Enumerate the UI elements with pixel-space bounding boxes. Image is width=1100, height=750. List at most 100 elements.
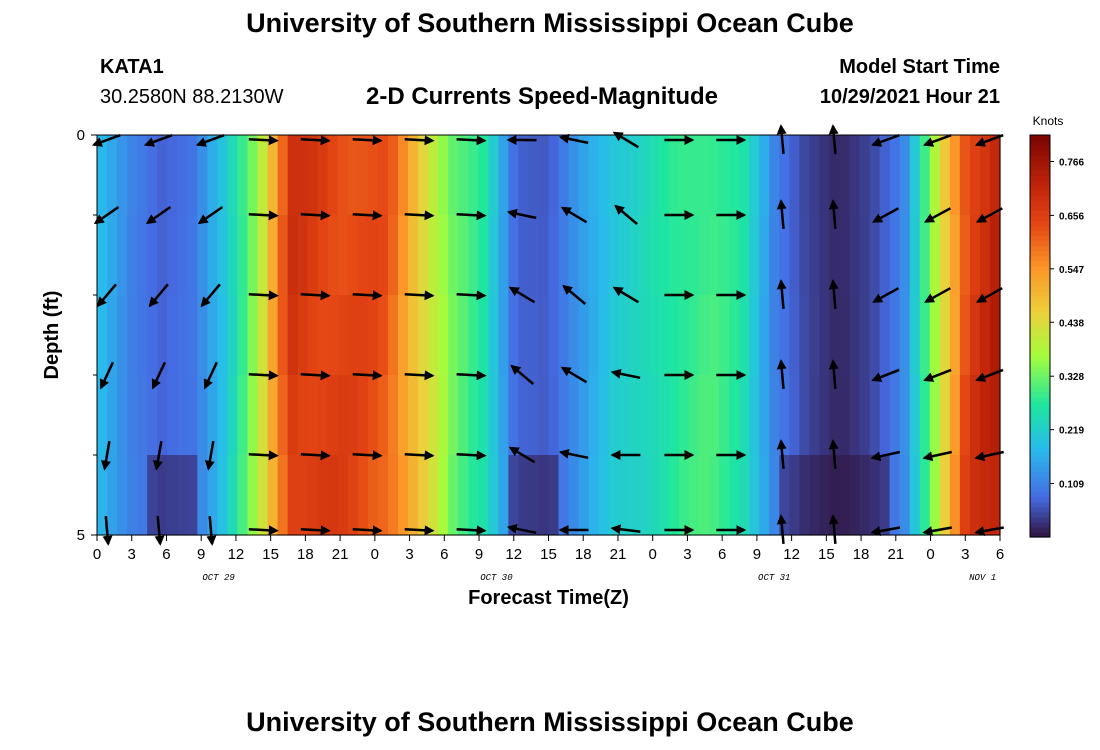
heatmap-cell [548, 455, 560, 536]
current-vector-arrow [456, 290, 487, 301]
heatmap-cell [498, 295, 509, 376]
heatmap-cell [277, 455, 289, 536]
heatmap-cell [97, 455, 108, 536]
heatmap-cell [107, 215, 118, 296]
current-vector-arrow [610, 368, 641, 380]
heatmap-cell [648, 455, 660, 536]
colorbar-segment [1030, 230, 1050, 237]
current-vector-arrow [456, 210, 487, 221]
heatmap-cell [779, 135, 790, 216]
heatmap-cell [468, 455, 479, 536]
x-tick-label: 3 [128, 546, 136, 563]
heatmap-cell [538, 375, 550, 456]
heatmap-cell [418, 375, 429, 456]
heatmap-cell [789, 295, 800, 376]
colorbar-segment [1030, 396, 1050, 402]
heatmap-cell [357, 295, 369, 376]
heatmap-cell [287, 215, 299, 296]
heatmap-cell [357, 455, 369, 536]
heatmap-cell [147, 295, 158, 376]
heatmap-cell [127, 375, 138, 456]
heatmap-cell [739, 215, 750, 296]
heatmap-cell [658, 295, 670, 376]
heatmap-cell [759, 455, 770, 536]
model-start-label: Model Start Time [839, 56, 1000, 78]
current-vector-arrow [352, 210, 383, 221]
heatmap-cell [147, 135, 158, 216]
current-vector-arrow [974, 526, 1005, 536]
heatmap-cell [327, 135, 339, 216]
heatmap-cell [408, 375, 419, 456]
heatmap-cell [277, 375, 289, 456]
heatmap-cell [518, 215, 530, 296]
current-vector-arrow [828, 359, 839, 390]
heatmap-cell [207, 375, 218, 456]
heatmap-cell [899, 135, 911, 216]
current-vector-arrow [776, 359, 787, 390]
heatmap-cell [789, 135, 800, 216]
colorbar-segment [1030, 245, 1050, 252]
heatmap-cell [979, 135, 991, 216]
colorbar-segment [1030, 170, 1050, 176]
heatmap-cell [548, 375, 560, 456]
heatmap-cell [478, 215, 489, 296]
heatmap-cell [127, 215, 138, 296]
heatmap-cell [628, 455, 640, 536]
current-vector-arrow [300, 135, 331, 146]
heatmap-cell [347, 295, 359, 376]
heatmap-cell [568, 375, 580, 456]
heatmap-cell [678, 135, 690, 216]
heatmap-cell [749, 215, 760, 296]
heatmap-cell [227, 135, 239, 216]
heatmap-cell [247, 455, 259, 536]
x-day-label: OCT 30 [480, 573, 513, 583]
x-tick-label: 0 [93, 546, 101, 563]
heatmap-cell [558, 295, 570, 376]
heatmap-cell [729, 455, 740, 536]
heatmap-cell [157, 295, 168, 376]
current-vector-arrow [776, 279, 787, 310]
current-vector-arrow [203, 361, 218, 390]
heatmap-cell [919, 455, 931, 536]
current-vector-arrow [456, 135, 487, 146]
heatmap-cell [297, 375, 309, 456]
current-vector-arrow [99, 361, 115, 390]
heatmap-cell [989, 215, 1001, 296]
heatmap-cell [157, 455, 168, 536]
heatmap-cell [337, 455, 349, 536]
heatmap-cell [508, 215, 519, 296]
current-vector-arrow [248, 370, 279, 381]
heatmap-cell [829, 295, 841, 376]
heatmap-cell [398, 375, 409, 456]
heatmap-cell [227, 295, 239, 376]
heatmap-cell [618, 215, 630, 296]
current-vector-arrow [352, 135, 383, 146]
station-coordinates: 30.2580N 88.2130W [100, 86, 284, 108]
heatmap-cell [578, 135, 590, 216]
heatmap-cell [307, 455, 319, 536]
x-tick-label: 3 [683, 546, 691, 563]
current-vector-arrow [352, 525, 383, 536]
heatmap-cell [789, 455, 800, 536]
x-tick-label: 21 [887, 546, 904, 563]
heatmap-cell [518, 295, 530, 376]
heatmap-cell [869, 455, 881, 536]
page-title: University of Southern Mississippi Ocean… [246, 8, 854, 38]
current-vector-arrow [195, 134, 225, 147]
colorbar-segment [1030, 446, 1050, 453]
heatmap-cell [839, 455, 851, 536]
heatmap-cell [749, 295, 760, 376]
heatmap-cell [879, 215, 891, 296]
heatmap-cell [277, 215, 289, 296]
heatmap-cell [518, 135, 530, 216]
heatmap-cell [217, 135, 229, 216]
colorbar-segment [1030, 501, 1050, 508]
heatmap-cell [418, 215, 429, 296]
heatmap-cell [979, 375, 991, 456]
heatmap-cell [819, 215, 831, 296]
colorbar-segment [1030, 255, 1050, 262]
current-vector-arrow [975, 207, 1003, 223]
heatmap-cell [117, 215, 128, 296]
current-vector-arrow [352, 290, 383, 301]
